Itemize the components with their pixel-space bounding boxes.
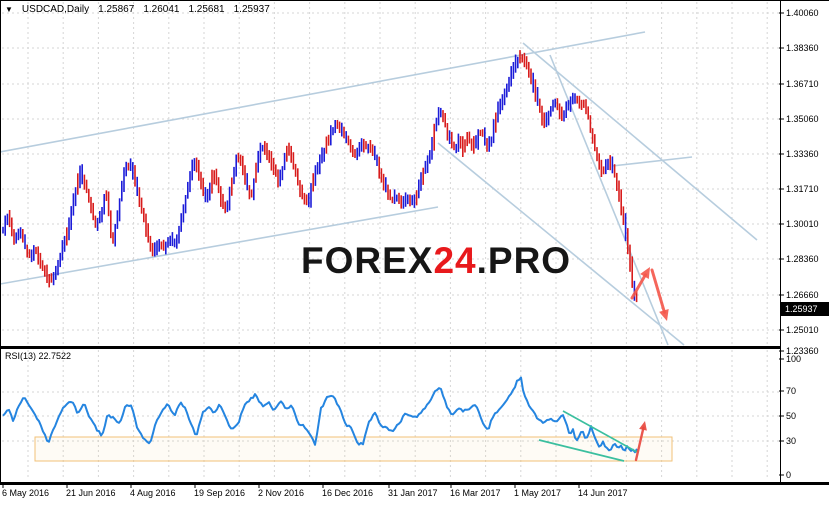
symbol-name: USDCAD,Daily xyxy=(21,4,90,15)
trend-line[interactable] xyxy=(0,206,439,285)
forex24pro-watermark: FOREX24.PRO xyxy=(301,240,571,282)
rsi-wedge-line[interactable] xyxy=(562,410,638,453)
forecast-arrow-head xyxy=(659,309,669,321)
trend-line[interactable] xyxy=(522,42,758,241)
symbol-dropdown-icon: ▼ xyxy=(5,4,13,14)
current-price-tag: 1.25937 xyxy=(781,302,829,316)
rsi-indicator-label: RSI(13) 22.7522 xyxy=(5,351,72,361)
trend-line[interactable] xyxy=(437,142,685,346)
trend-line[interactable] xyxy=(549,54,669,346)
forecast-arrow-head xyxy=(640,267,650,280)
trend-line[interactable] xyxy=(611,156,693,167)
watermark-forex: FOREX xyxy=(301,240,434,281)
watermark-24: 24 xyxy=(433,240,477,281)
forecast-arrow[interactable] xyxy=(650,268,666,314)
rsi-oversold-box[interactable] xyxy=(34,436,673,462)
ohlc-low: 1.25681 xyxy=(188,4,225,15)
price-bars xyxy=(2,50,638,303)
ohlc-close: 1.25937 xyxy=(233,4,270,15)
bottom-separator xyxy=(0,482,829,485)
rsi-line xyxy=(2,376,638,454)
trend-line[interactable] xyxy=(0,31,646,153)
symbol-ohlc-header: ▼ USDCAD,Daily 1.25867 1.26041 1.25681 1… xyxy=(5,4,270,15)
rsi-wedge-line[interactable] xyxy=(538,439,625,462)
forecast-arrow[interactable] xyxy=(630,273,647,300)
ohlc-high: 1.26041 xyxy=(143,4,180,15)
watermark-pro: .PRO xyxy=(476,240,572,281)
rsi-forecast-arrow[interactable] xyxy=(634,426,645,462)
panel-separator[interactable] xyxy=(0,346,781,349)
ohlc-open: 1.25867 xyxy=(98,4,135,15)
rsi-forecast-arrow-head xyxy=(639,421,647,431)
